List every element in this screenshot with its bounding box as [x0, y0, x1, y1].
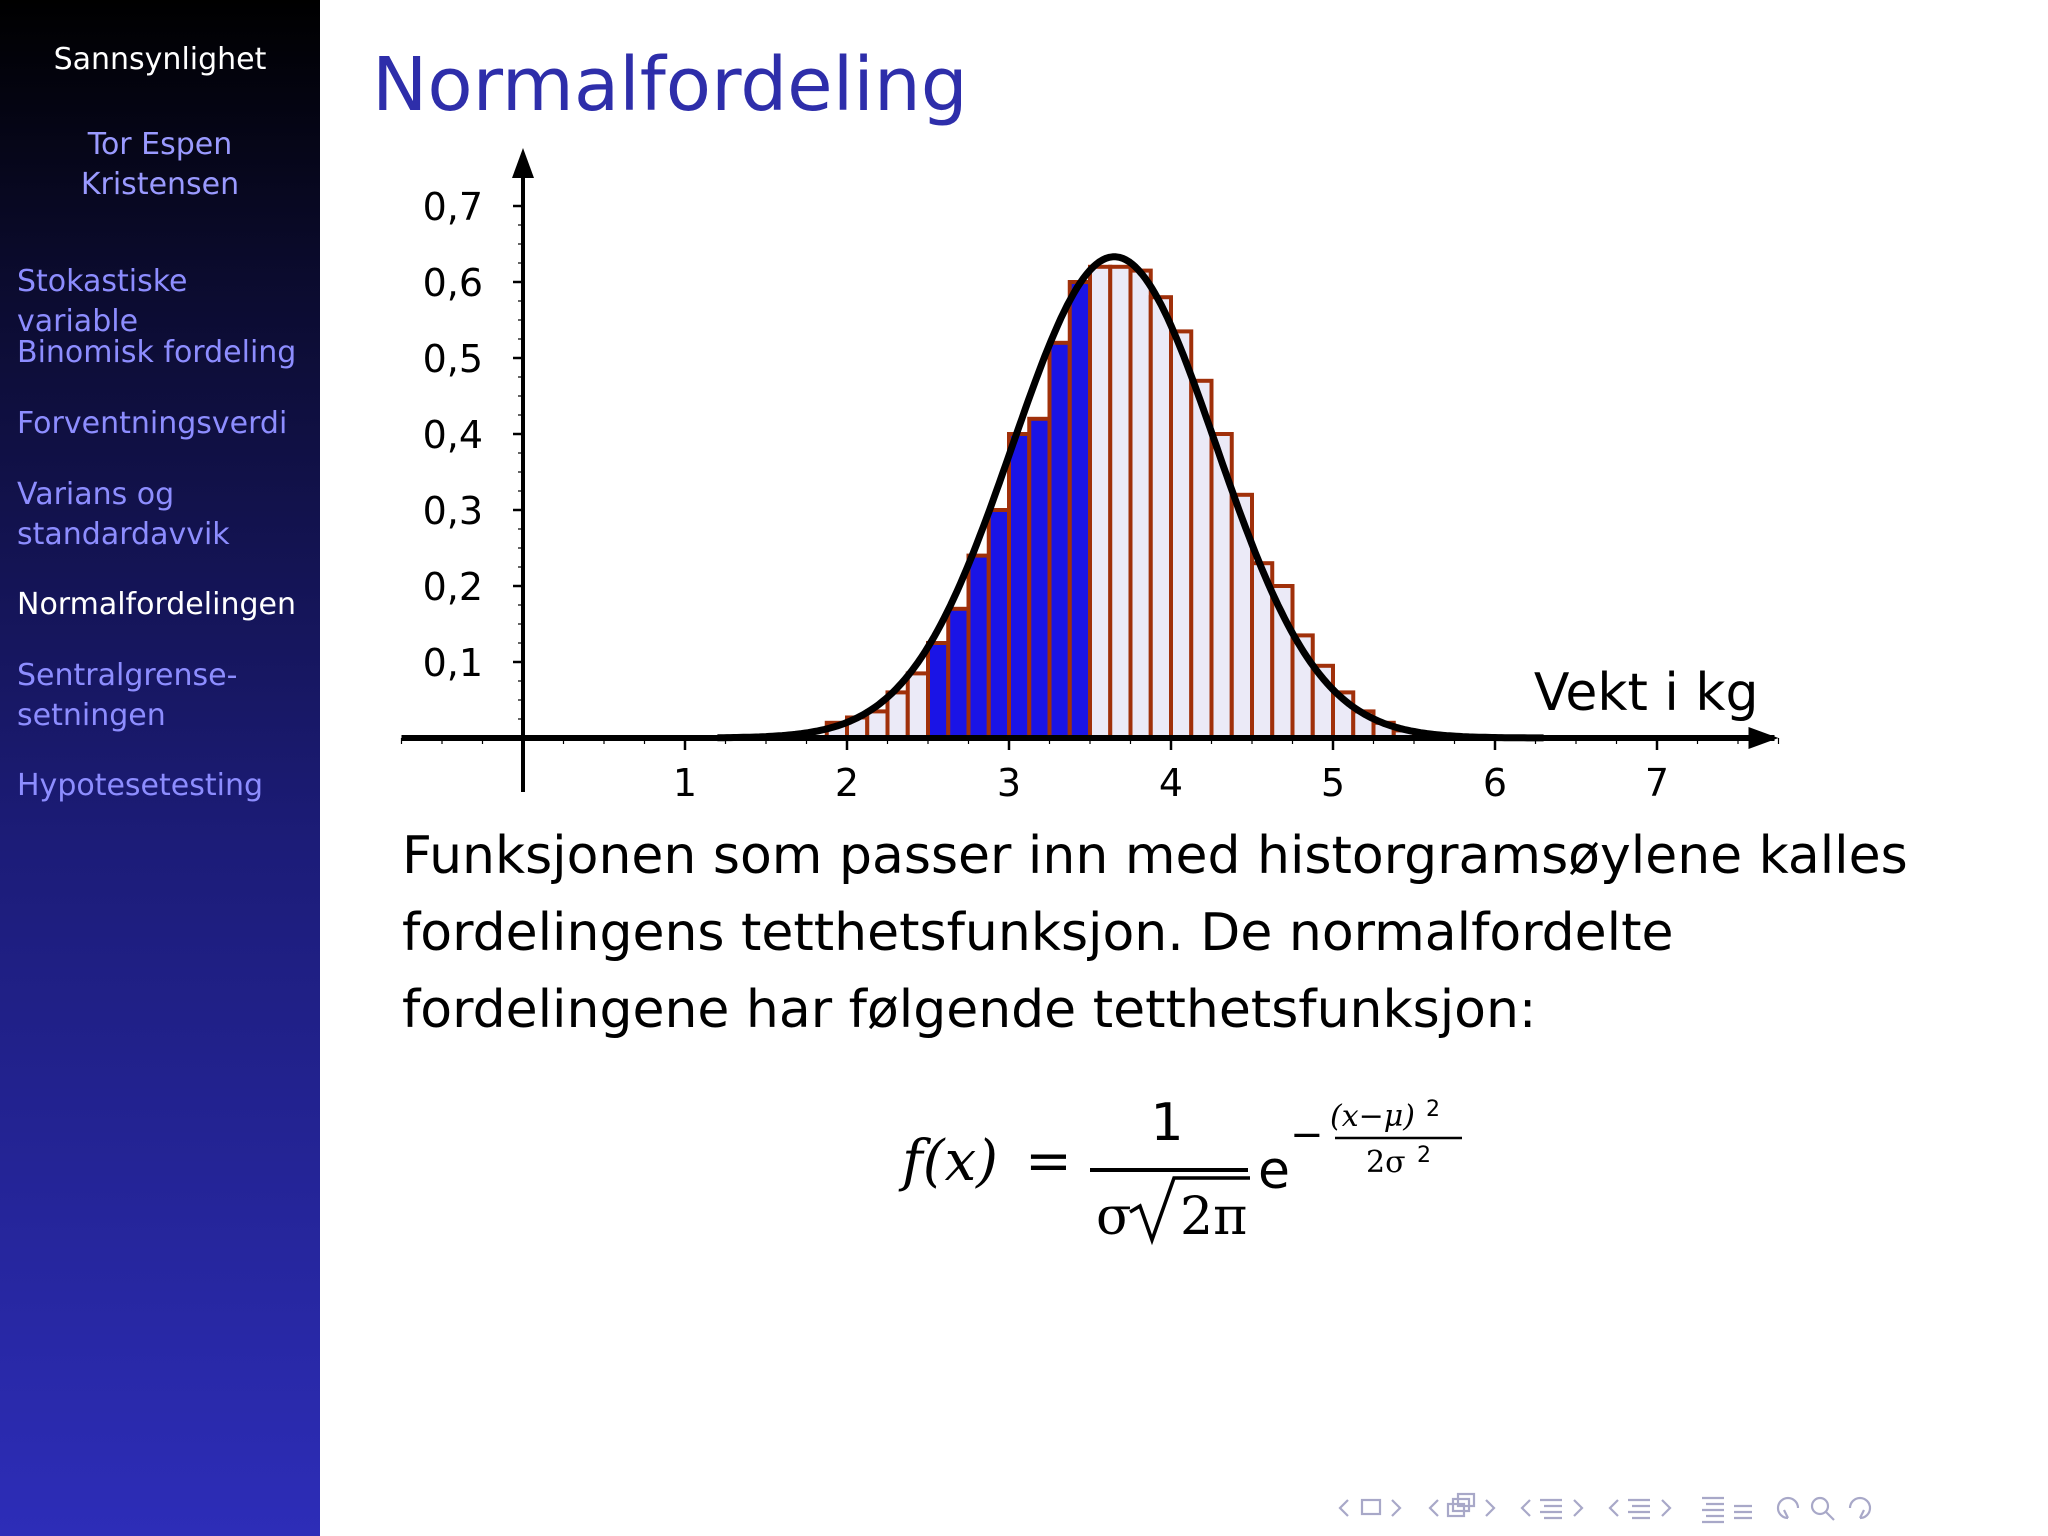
formula-exp-base: e	[1258, 1141, 1290, 1201]
sqrt-symbol	[1129, 1176, 1250, 1246]
sidebar-item-line-1: Sentralgrense-	[17, 658, 238, 693]
section-icon[interactable]	[1628, 1498, 1650, 1520]
histogram-bar	[865, 709, 890, 741]
x-tick-label: 5	[1321, 761, 1345, 805]
y-axis-arrow	[512, 148, 534, 178]
formula-exp-denominator: 2σ	[1366, 1145, 1406, 1180]
x-tick-label: 6	[1483, 761, 1507, 805]
sidebar-item-line-2: standardavvik	[17, 517, 230, 552]
next-subsection-icon[interactable]	[1573, 1499, 1584, 1517]
formula-numerator: 1	[1150, 1093, 1183, 1153]
sidebar-item-normalfordelingen[interactable]: Normalfordelingen	[17, 587, 296, 622]
y-tick-label: 0,3	[423, 489, 483, 533]
x-tick-label: 7	[1645, 761, 1669, 805]
slide-icon[interactable]	[1360, 1498, 1382, 1516]
frame-icon[interactable]	[1446, 1492, 1476, 1518]
histogram-bar	[905, 671, 930, 741]
prev-section-icon[interactable]	[1608, 1499, 1619, 1517]
density-formula: f(x) = 1 σ 2π e − (x−μ) 2 2σ 2	[898, 1093, 1462, 1247]
presentation-author[interactable]: Tor Espen Kristensen	[40, 125, 280, 205]
x-axis-label: Vekt i kg	[1534, 663, 1759, 723]
sidebar-item-forventningsverdi[interactable]: Forventningsverdi	[17, 406, 288, 441]
x-tick-label: 2	[835, 761, 859, 805]
sidebar-item-line-2: setningen	[17, 698, 166, 733]
histogram-bar	[1047, 340, 1072, 741]
histogram-bar	[1067, 280, 1092, 740]
forward-icon[interactable]	[1848, 1496, 1872, 1520]
y-tick-label: 0,6	[423, 261, 483, 305]
histogram-bar	[1189, 378, 1214, 741]
body-paragraph: Funksjonen som passer inn med historgram…	[402, 826, 1908, 1040]
y-tick-label: 0,1	[423, 641, 483, 685]
sidebar-item-binomisk-fordeling[interactable]: Binomisk fordeling	[17, 335, 297, 370]
back-icon[interactable]	[1776, 1496, 1800, 1520]
histogram-bar	[926, 641, 951, 740]
formula-radicand: 2π	[1180, 1187, 1247, 1247]
histogram-bar	[1088, 264, 1113, 741]
histogram-bar	[1169, 329, 1194, 740]
histogram-bar	[986, 508, 1011, 740]
beamer-navigation	[1338, 1492, 1872, 1524]
chart-axes	[400, 148, 1780, 792]
formula-equals: =	[1025, 1129, 1072, 1194]
formula-exp-den-power: 2	[1417, 1143, 1431, 1168]
y-tick-label: 0,5	[423, 337, 483, 381]
align-icon[interactable]	[1734, 1504, 1752, 1520]
author-line-1: Tor Espen	[87, 127, 233, 162]
histogram-bar	[946, 606, 971, 740]
formula-exp-numerator: (x−μ)	[1330, 1099, 1415, 1134]
prev-frame-icon[interactable]	[1428, 1499, 1439, 1517]
histogram-bar	[1128, 268, 1153, 740]
histogram-bar	[1148, 295, 1173, 740]
author-line-2: Kristensen	[80, 167, 240, 202]
x-tick-label: 3	[997, 761, 1021, 805]
sidebar-item-sentralgrensesetningen[interactable]: Sentralgrense- setningen	[17, 656, 312, 736]
search-icon[interactable]	[1810, 1496, 1835, 1521]
histogram-chart: 0,1 0,2 0,3 0,4 0,5 0,6 0,7 1 2 3 4 5 6 7 Vekt i kg	[400, 148, 1780, 805]
sidebar-item-line-1: Varians og	[17, 477, 175, 512]
next-section-icon[interactable]	[1661, 1499, 1672, 1517]
formula-exp-minus: −	[1290, 1112, 1324, 1158]
histogram-bar	[1108, 264, 1133, 741]
x-tick-label: 4	[1159, 761, 1183, 805]
y-tick-labels: 0,1 0,2 0,3 0,4 0,5 0,6 0,7	[423, 185, 483, 685]
sidebar-item-varians-og-standardavvik[interactable]: Varians og standardavvik	[17, 475, 312, 555]
frame-title: Normalfordeling	[372, 42, 968, 128]
sidebar-item-hypotesetesting[interactable]: Hypotesetesting	[17, 768, 264, 803]
histogram-bar	[966, 553, 991, 740]
y-tick-label: 0,2	[423, 565, 483, 609]
subsection-icon[interactable]	[1540, 1498, 1562, 1520]
histogram-bar	[1007, 432, 1032, 740]
prev-slide-icon[interactable]	[1338, 1499, 1349, 1517]
prev-subsection-icon[interactable]	[1520, 1499, 1531, 1517]
formula-lhs: f(x)	[898, 1129, 998, 1194]
density-curve	[717, 253, 1544, 742]
presentation-title[interactable]: Sannsynlighet	[53, 42, 267, 77]
sidebar-item-stokastiske-variable[interactable]: Stokastiske variable	[17, 264, 188, 339]
y-tick-label: 0,7	[423, 185, 483, 229]
next-frame-icon[interactable]	[1485, 1499, 1496, 1517]
toc-icon[interactable]	[1702, 1496, 1724, 1524]
histogram-bar	[1027, 416, 1052, 740]
y-tick-label: 0,4	[423, 413, 483, 457]
formula-exp-num-power: 2	[1426, 1097, 1440, 1122]
next-slide-icon[interactable]	[1391, 1499, 1402, 1517]
x-axis-arrow	[1748, 727, 1779, 749]
sidebar: Sannsynlighet Tor Espen Kristensen Stoka…	[0, 0, 320, 1536]
x-tick-label: 1	[673, 761, 697, 805]
histogram-bar	[885, 690, 910, 741]
x-tick-labels: 1 2 3 4 5 6 7	[673, 761, 1669, 805]
formula-sigma: σ	[1096, 1187, 1132, 1247]
